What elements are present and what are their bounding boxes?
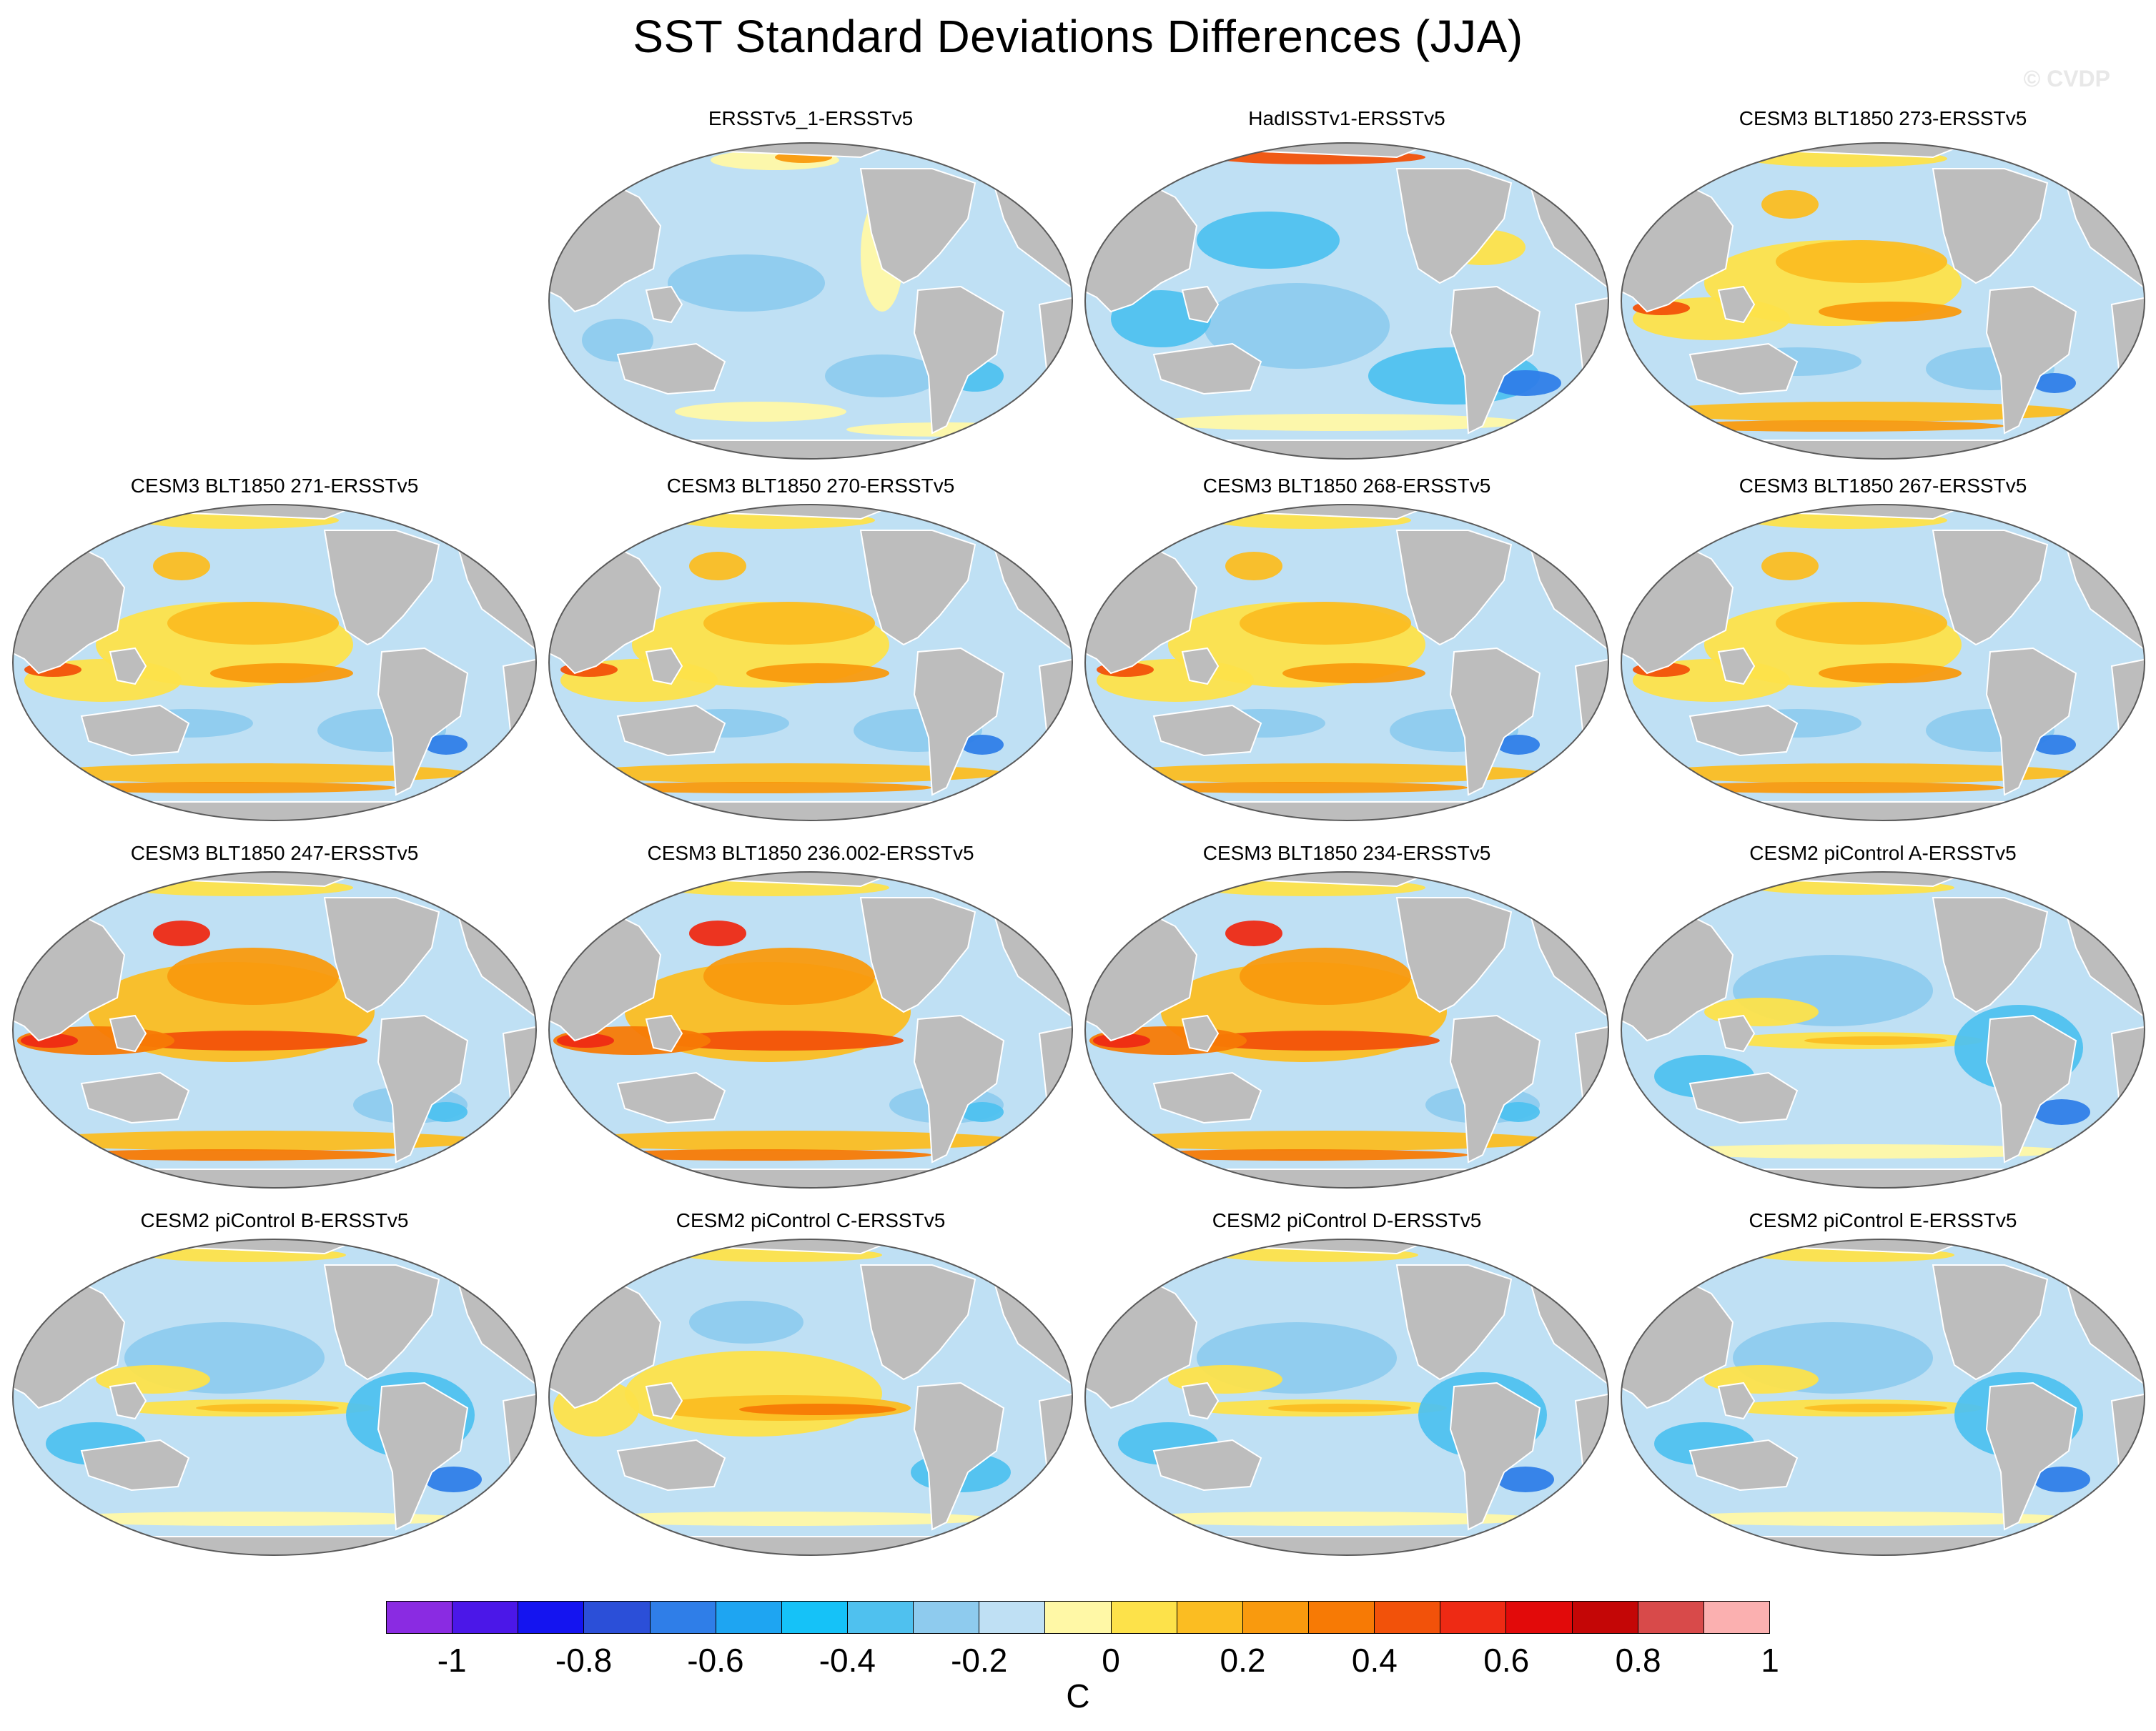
map-panel — [1618, 140, 2147, 462]
panel-title: CESM3 BLT1850 270-ERSSTv5 — [666, 475, 955, 497]
colorbar-box — [781, 1602, 848, 1633]
colorbar-box — [1242, 1602, 1309, 1633]
colorbar-units: C — [1066, 1677, 1090, 1715]
colorbar-box — [1111, 1602, 1177, 1633]
colorbar-box — [1638, 1602, 1704, 1633]
map-panel — [546, 140, 1075, 462]
panel-title: CESM3 BLT1850 273-ERSSTv5 — [1739, 107, 2027, 129]
colorbar-tick-label: 0.4 — [1351, 1642, 1398, 1679]
colorbar-tick-label: -0.4 — [819, 1642, 876, 1679]
panel-title: CESM2 piControl B-ERSSTv5 — [140, 1209, 409, 1231]
colorbar-tick-label: 0.2 — [1220, 1642, 1266, 1679]
colorbar-box — [1375, 1602, 1441, 1633]
colorbar-box — [1440, 1602, 1507, 1633]
panel-title: CESM3 BLT1850 234-ERSSTv5 — [1202, 842, 1491, 864]
panel-title: ERSSTv5_1-ERSSTv5 — [708, 107, 914, 129]
colorbar-box — [650, 1602, 716, 1633]
colorbar-tick-label: -1 — [437, 1642, 467, 1679]
colorbar-box — [1308, 1602, 1375, 1633]
colorbar-box — [914, 1602, 980, 1633]
colorbar-box — [518, 1602, 585, 1633]
map-panel — [1618, 869, 2147, 1191]
colorbar-box — [1045, 1602, 1112, 1633]
panel-title: CESM3 BLT1850 268-ERSSTv5 — [1202, 475, 1491, 497]
figure-title: SST Standard Deviations Differences (JJA… — [633, 11, 1523, 62]
panel-title: CESM3 BLT1850 247-ERSSTv5 — [130, 842, 419, 864]
map-panel — [1618, 1236, 2147, 1558]
map-panel — [1082, 140, 1611, 462]
colorbar-tick-label: -0.2 — [951, 1642, 1008, 1679]
colorbar-tick-label: 1 — [1761, 1642, 1779, 1679]
colorbar-box — [387, 1602, 453, 1633]
colorbar-box — [847, 1602, 914, 1633]
panel-title: CESM2 piControl C-ERSSTv5 — [676, 1209, 946, 1231]
colorbar-tick-label: 0.6 — [1483, 1642, 1530, 1679]
colorbar-tick-label: 0.8 — [1615, 1642, 1661, 1679]
panel-title: CESM3 BLT1850 271-ERSSTv5 — [130, 475, 419, 497]
map-panel — [1082, 869, 1611, 1191]
colorbar-tick-label: -0.8 — [555, 1642, 613, 1679]
panel-title: HadISSTv1-ERSSTv5 — [1248, 107, 1445, 129]
colorbar-box — [1572, 1602, 1638, 1633]
colorbar-box — [1703, 1602, 1769, 1633]
map-panel — [1082, 502, 1611, 823]
map-panel — [546, 869, 1075, 1191]
colorbar-box — [979, 1602, 1046, 1633]
panel-title: CESM2 piControl A-ERSSTv5 — [1749, 842, 2017, 864]
colorbar-box — [453, 1602, 519, 1633]
colorbar-box — [1177, 1602, 1243, 1633]
colorbar-box — [716, 1602, 782, 1633]
colorbar-box — [584, 1602, 651, 1633]
map-panel — [546, 502, 1075, 823]
map-panel — [10, 869, 539, 1191]
colorbar-tick-label: -0.6 — [687, 1642, 744, 1679]
map-panel — [10, 502, 539, 823]
panel-title: CESM3 BLT1850 236.002-ERSSTv5 — [647, 842, 974, 864]
watermark: © CVDP — [2023, 66, 2110, 91]
panel-title: CESM2 piControl D-ERSSTv5 — [1212, 1209, 1482, 1231]
map-panel — [10, 1236, 539, 1558]
panel-title: CESM2 piControl E-ERSSTv5 — [1749, 1209, 2017, 1231]
map-panel — [546, 1236, 1075, 1558]
map-panel — [1082, 1236, 1611, 1558]
map-panel — [1618, 502, 2147, 823]
colorbar-box — [1506, 1602, 1573, 1633]
colorbar-tick-label: 0 — [1102, 1642, 1120, 1679]
panel-title: CESM3 BLT1850 267-ERSSTv5 — [1739, 475, 2027, 497]
colorbar — [386, 1601, 1770, 1634]
